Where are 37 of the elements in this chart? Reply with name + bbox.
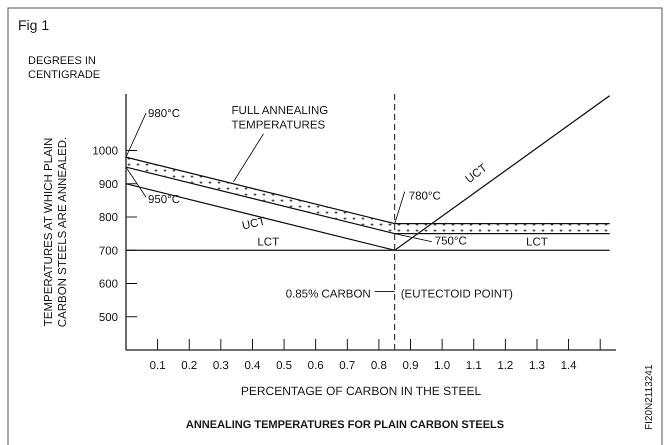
x-tick-label: 1.4 (560, 360, 578, 372)
x-tick-label: 0.1 (150, 360, 166, 372)
x-tick-label: 1.2 (497, 360, 514, 372)
x-tick-label: 0.9 (402, 360, 419, 372)
y-tick-label: 600 (98, 278, 118, 291)
x-tick-label: 1.1 (466, 360, 482, 372)
annotation: LCT (257, 236, 280, 248)
x-tick-label: 0.8 (370, 360, 387, 372)
x-tick-label: 1.3 (528, 360, 545, 372)
y-tick-label: 1000 (92, 146, 118, 158)
x-tick-label: 0.4 (244, 360, 262, 372)
x-tick-label: 0.6 (308, 360, 324, 372)
annotation: 780°C (408, 190, 441, 203)
annotation: 950°C (148, 194, 180, 206)
chart-title: Fig 1 (18, 17, 50, 33)
y-tick-label: 900 (98, 178, 118, 191)
x-tick-label: 0.3 (212, 360, 229, 372)
annotation: 750°C (434, 236, 467, 248)
y-tick-label: 700 (98, 245, 118, 258)
annotation: (EUTECTOID POINT) (400, 288, 514, 300)
annotation: UCT (464, 162, 490, 186)
x-axis-title: PERCENTAGE OF CARBON IN THE STEEL (240, 384, 482, 398)
x-tick-label: 1.0 (434, 360, 450, 372)
x-tick-label: 0.7 (339, 360, 356, 372)
annotation: FULL ANNEALING TEMPERATURES (231, 104, 328, 132)
annotation: 0.85% CARBON (286, 288, 371, 300)
y-axis-title: TEMPERATURES AT WHICH PLAIN CARBON STEELS ARE ANNEALED. (43, 136, 69, 328)
y-tick-label: 800 (98, 212, 118, 224)
x-tick-label: 0.5 (276, 360, 292, 372)
annotation: 980°C (148, 108, 180, 120)
annotation: LCT (526, 236, 548, 248)
y-tick-label: 500 (98, 312, 118, 324)
annotation: UCT (240, 216, 267, 233)
text: DEGREES IN CENTIGRADE (28, 55, 100, 81)
text: ANNEALING TEMPERATURES FOR PLAIN CARBON STEELS (186, 419, 504, 431)
x-tick-label: 0.2 (181, 360, 198, 372)
text: FI20N2113241 (644, 364, 655, 430)
